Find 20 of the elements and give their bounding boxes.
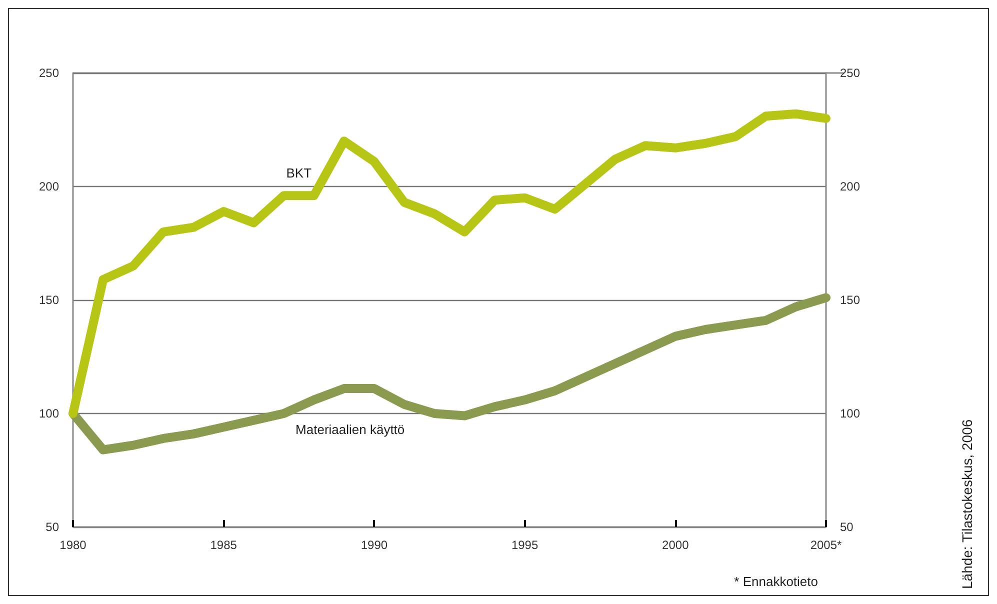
series-label: Materiaalien käyttö: [296, 422, 405, 437]
y-tick-label: 200: [38, 180, 60, 194]
y2-tick-label: 50: [840, 520, 854, 534]
y2-tick-label: 150: [840, 293, 860, 307]
x-tick-label: 1995: [511, 538, 538, 552]
y2-tick-label: 200: [840, 180, 860, 194]
series-label: BKT: [286, 165, 312, 180]
x-tick-label: 2000: [662, 538, 690, 552]
text: Lähde: Tilastokeskus, 2006: [959, 419, 975, 589]
y2-tick-label: 100: [840, 406, 860, 420]
y2-tick-label: 250: [840, 66, 860, 80]
y-tick-label: 250: [38, 66, 60, 80]
x-tick-label: 1990: [360, 538, 388, 552]
x-tick-label: 1985: [210, 538, 238, 552]
x-tick-label: 1980: [60, 538, 87, 552]
y-tick-label: 50: [46, 520, 60, 534]
text: * Ennakkotieto: [734, 574, 818, 589]
y-tick-label: 150: [38, 293, 60, 307]
y-tick-label: 100: [38, 406, 60, 420]
x-tick-label: 2005*: [810, 538, 842, 552]
